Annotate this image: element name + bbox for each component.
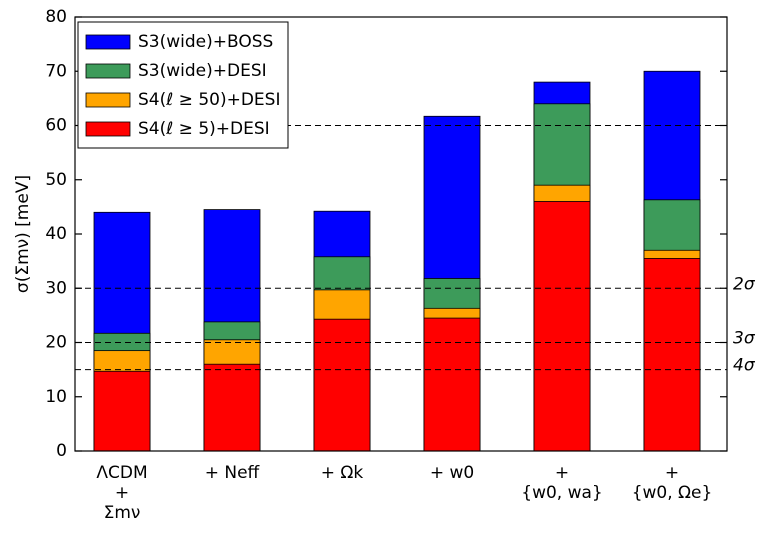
x-tick-label: + [665,463,679,483]
y-tick-label: 0 [56,441,67,461]
x-tick-label: ΛCDM [96,463,147,483]
y-tick-label: 30 [45,278,67,298]
y-tick-label: 80 [45,7,67,27]
y-tick-label: 40 [45,224,67,244]
y-tick-label: 20 [45,333,67,353]
x-tick-label: + Neff [205,463,261,483]
reference-label: 4σ [733,356,756,376]
bar [203,363,261,452]
legend-swatch [85,92,131,108]
y-tick-label: 60 [45,116,67,136]
x-tick-label: Σmν [104,503,141,523]
x-tick-label: + [555,463,569,483]
reference-label: 3σ [733,329,756,349]
bar [93,370,151,452]
legend-label: S4(ℓ ≥ 5)+DESI [138,119,270,139]
bar [423,317,481,452]
plot-frame [74,16,728,452]
bar [643,258,701,452]
legend: S3(wide)+BOSS S3(wide)+DESI S4(ℓ ≥ 50)+DES… [77,21,289,149]
legend-swatch [85,34,131,50]
x-tick-label: + Ωk [321,463,364,483]
y-axis-label: σ(Σmν) [meV] [13,175,33,293]
legend-swatch [85,121,131,137]
reference-label: 2σ [733,274,756,294]
legend-label: S3(wide)+BOSS [138,32,273,52]
x-tick-label: {w0, wa} [521,483,602,503]
legend-label: S4(ℓ ≥ 50)+DESI [138,90,280,110]
bar [313,318,371,452]
x-tick-label: {w0, Ωe} [632,483,713,503]
y-tick-label: 10 [45,387,67,407]
y-tick-label: 50 [45,170,67,190]
bar [533,201,591,452]
legend-label: S3(wide)+DESI [138,61,267,81]
y-tick-label: 70 [45,61,67,81]
x-tick-label: + w0 [430,463,474,483]
x-tick-label: + [115,483,129,503]
legend-swatch [85,63,131,79]
